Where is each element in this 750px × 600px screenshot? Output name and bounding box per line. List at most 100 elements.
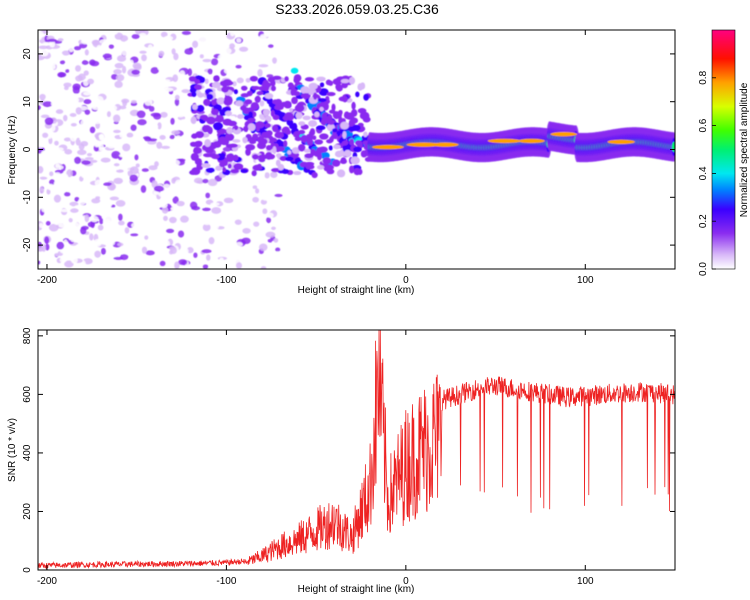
spectrogram-blob [193,177,204,184]
spectrogram-blob [159,134,166,140]
spectrogram-blob [211,207,222,214]
spectrogram-blob [303,148,311,153]
spectrogram-blob [222,146,232,152]
spectrogram-blob [317,98,327,103]
spectrogram-blob [272,57,277,64]
spectrogram-blob [256,36,267,42]
spectrogram-blob [240,258,249,263]
spectrogram-blob [332,128,338,133]
spectrogram-blob [222,166,227,173]
spectrogram-blob [171,48,176,55]
spectrogram-blob [90,136,96,143]
spectrogram-blob [350,117,358,124]
spectrogram-blob [154,101,163,106]
spectrogram-blob [207,126,213,135]
snr-line [38,330,675,570]
spectrogram-blob [274,104,284,111]
spectrogram-y-tick-label: -20 [22,237,33,252]
spectrogram-blob [94,155,101,160]
spectrogram-blob [80,225,89,230]
spectrogram-blob [224,110,233,117]
spectrogram-blob [57,38,64,42]
spectrogram-blob [219,37,225,46]
spectrogram-blob [293,74,302,82]
spectrogram-blob [175,179,183,187]
spectrogram-blob [50,98,57,102]
spectrogram-blob [97,171,107,179]
spectrogram-blob [63,82,72,88]
spectrogram-blob [185,130,193,136]
spectrogram-blob [350,156,360,165]
spectrogram-blob [165,48,172,57]
spectrogram-blob [318,146,328,153]
spectrogram-blob [38,166,44,174]
spectrogram-blob [357,168,363,175]
spectrogram-blob [192,40,199,48]
spectrogram-blob [204,78,209,85]
spectrogram-blob [56,52,64,61]
spectrogram-blob [257,69,263,77]
spectrogram-blob [83,70,89,76]
spectrogram-blob [60,63,68,71]
spectrogram-blob [249,75,259,82]
spectrogram-blob [107,39,117,44]
spectrogram-blob [59,257,67,263]
spectrogram-blob [274,131,285,139]
spectrogram-blob [213,75,220,83]
spectrogram-blob [329,136,334,143]
spectrogram-blob [168,168,176,176]
spectrogram-blob [270,85,276,92]
colorbar-label: Normalized spectral amplitude [739,82,750,217]
spectrogram-blob [84,157,94,161]
spectrogram-blob [62,92,70,100]
spectrogram-blob [258,158,266,163]
spectrogram-blob [83,91,92,96]
spectrogram-blob [273,251,283,255]
spectrogram-blob [58,224,68,228]
spectrogram-blob [284,76,289,82]
spectrogram-blob [41,150,50,156]
spectrogram-blob [74,197,80,202]
spectrogram-blob [204,139,211,148]
spectrogram-blob [176,113,185,118]
spectrogram-blob [233,163,244,170]
spectrogram-blob [349,138,355,146]
spectrogram-blob [110,87,121,91]
spectrogram-blob [326,168,335,175]
spectrogram-blob [91,198,101,204]
spectrogram-blob [83,172,90,177]
spectrogram-blob [272,146,277,155]
spectrogram-blob [161,79,171,83]
spectrogram-blob [363,131,368,138]
spectrogram-blob [50,101,56,107]
spectrogram-blob [44,161,49,168]
spectrogram-x-tick-label: 0 [403,275,409,286]
spectrogram-blob [267,51,274,59]
spectrogram-blob [128,59,134,67]
spectrogram-blob [265,152,273,160]
spectrogram-blob [53,172,61,178]
spectrogram-blob [132,62,142,69]
spectrogram-blob [100,70,111,77]
spectrogram-blob [225,143,235,148]
spectrogram-blob [46,183,55,191]
spectrogram-blob [202,264,209,269]
spectrogram-x-ticks: -200 -100 0 100 [37,30,594,286]
spectrogram-blob [314,111,320,118]
spectrogram-blob [149,88,158,93]
spectrogram-blob [99,255,110,262]
spectrogram-blob [254,121,265,129]
spectrogram-blob [233,125,239,131]
snr-y-label: SNR (10 * v/v) [7,418,18,482]
spectrogram-blob [112,30,118,35]
spectrogram-blob [122,99,128,107]
spectrogram-blob [201,163,211,168]
spectrogram-blob [154,161,159,167]
spectrogram-blob [332,78,343,86]
spectrogram-blob [44,232,53,236]
spectrogram-blob [134,154,139,161]
spectrogram-blob [107,191,115,195]
spectrogram-blob [205,167,215,173]
spectrogram-blob [203,98,211,106]
